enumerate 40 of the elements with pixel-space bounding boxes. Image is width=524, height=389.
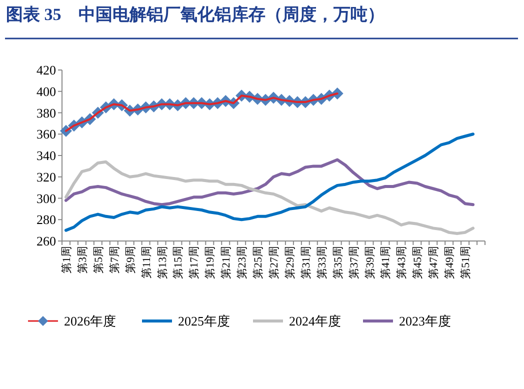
x-tick-label: 第35周	[332, 246, 344, 279]
chart-title: 图表 35 中国电解铝厂氧化铝库存（周度，万吨）	[6, 5, 384, 24]
x-tick-label: 第43周	[396, 246, 408, 279]
x-tick-label: 第5周	[92, 246, 105, 274]
legend-label: 2023年度	[399, 314, 451, 328]
x-tick-label: 第47周	[428, 246, 440, 279]
x-tick-label: 第17周	[188, 246, 201, 279]
x-tick-label: 第39周	[364, 246, 376, 279]
x-tick-label: 第11周	[140, 246, 153, 279]
y-tick-label: 380	[36, 105, 56, 120]
x-tick-label: 第7周	[108, 246, 121, 274]
y-tick-label: 260	[36, 234, 56, 248]
x-tick-label: 第41周	[380, 246, 392, 279]
x-tick-label: 第51周	[460, 246, 472, 279]
x-tick-label: 第3周	[76, 246, 89, 274]
y-tick-label: 400	[36, 84, 56, 99]
x-tick-label: 第21周	[220, 246, 233, 279]
x-tick-label: 第29周	[284, 246, 296, 279]
x-tick-label: 第31周	[300, 246, 312, 279]
x-tick-label: 第1周	[60, 246, 73, 274]
y-tick-label: 320	[36, 169, 56, 184]
legend-label: 2024年度	[289, 314, 341, 328]
x-tick-label: 第49周	[444, 246, 456, 279]
y-tick-label: 300	[36, 190, 56, 206]
x-tick-label: 第27周	[268, 246, 280, 279]
x-tick-label: 第19周	[204, 246, 217, 279]
legend-label: 2025年度	[178, 314, 230, 328]
y-tick-label: 420	[36, 62, 56, 78]
y-tick-label: 280	[36, 212, 56, 228]
x-tick-label: 第37周	[348, 246, 360, 279]
x-tick-label: 第33周	[316, 246, 328, 279]
x-tick-label: 第9周	[124, 246, 137, 274]
y-tick-label: 360	[36, 126, 56, 142]
x-tick-label: 第23周	[236, 246, 249, 279]
x-tick-label: 第25周	[252, 246, 265, 279]
x-tick-label: 第13周	[156, 246, 169, 279]
legend-label: 2026年度	[64, 314, 116, 328]
x-tick-label: 第15周	[172, 246, 185, 279]
x-tick-label: 第45周	[412, 246, 424, 279]
y-tick-label: 340	[36, 148, 56, 163]
